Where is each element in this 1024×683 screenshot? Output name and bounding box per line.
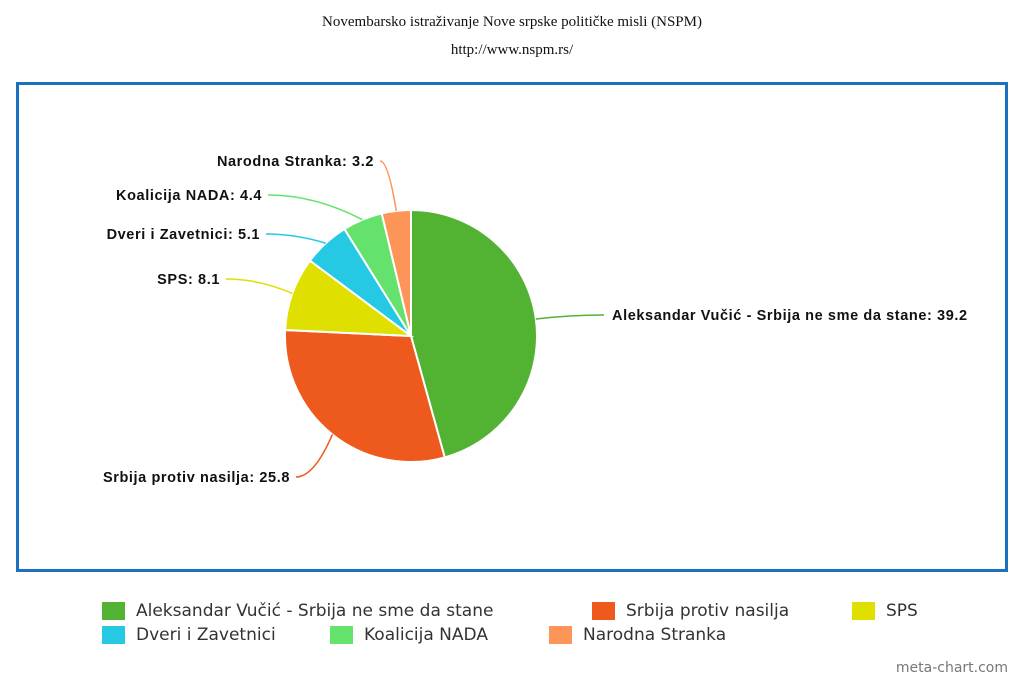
legend-item[interactable]: Srbija protiv nasilja [592,601,789,621]
leader-line [225,278,293,295]
legend-item[interactable]: Narodna Stranka [549,625,726,645]
pie-slice[interactable] [284,328,446,463]
legend-label: Koalicija NADA [364,625,488,645]
leader-line [535,314,605,320]
data-label: Narodna Stranka: 3.2 [217,154,374,170]
legend-label: Srbija protiv nasilja [626,601,790,621]
chart-subtitle: http://www.nspm.rs/ [450,42,574,58]
watermark: meta-chart.com [895,660,1008,676]
legend-label: SPS [886,601,918,621]
data-label: Koalicija NADA: 4.4 [116,188,262,204]
chart-title: Novembarsko istraživanje Nove srpske pol… [322,14,702,30]
data-label: SPS: 8.1 [157,272,220,288]
data-label: Aleksandar Vučić - Srbija ne sme da stan… [612,308,968,324]
pie-slice[interactable] [410,208,538,459]
data-label: Dveri i Zavetnici: 5.1 [107,227,260,243]
leader-line [265,233,326,244]
legend-swatch [549,626,572,644]
legend-swatch [102,602,125,620]
legend-label: Dveri i Zavetnici [136,625,276,645]
leader-line [295,434,334,478]
data-label: Srbija protiv nasilja: 25.8 [103,470,290,486]
legend-swatch [330,626,353,644]
legend-item[interactable]: SPS [852,601,918,621]
leader-line [267,194,363,221]
legend-label: Aleksandar Vučić - Srbija ne sme da stan… [136,601,494,621]
legend-item[interactable]: Dveri i Zavetnici [102,625,276,645]
chart-frame [16,82,1008,572]
legend-label: Narodna Stranka [583,625,727,645]
legend-item[interactable]: Aleksandar Vučić - Srbija ne sme da stan… [102,601,493,621]
leader-line [379,160,398,211]
legend-item[interactable]: Koalicija NADA [330,625,488,645]
legend-swatch [592,602,615,620]
legend-swatch [102,626,125,644]
pie-slice[interactable] [380,208,412,337]
legend-swatch [852,602,875,620]
